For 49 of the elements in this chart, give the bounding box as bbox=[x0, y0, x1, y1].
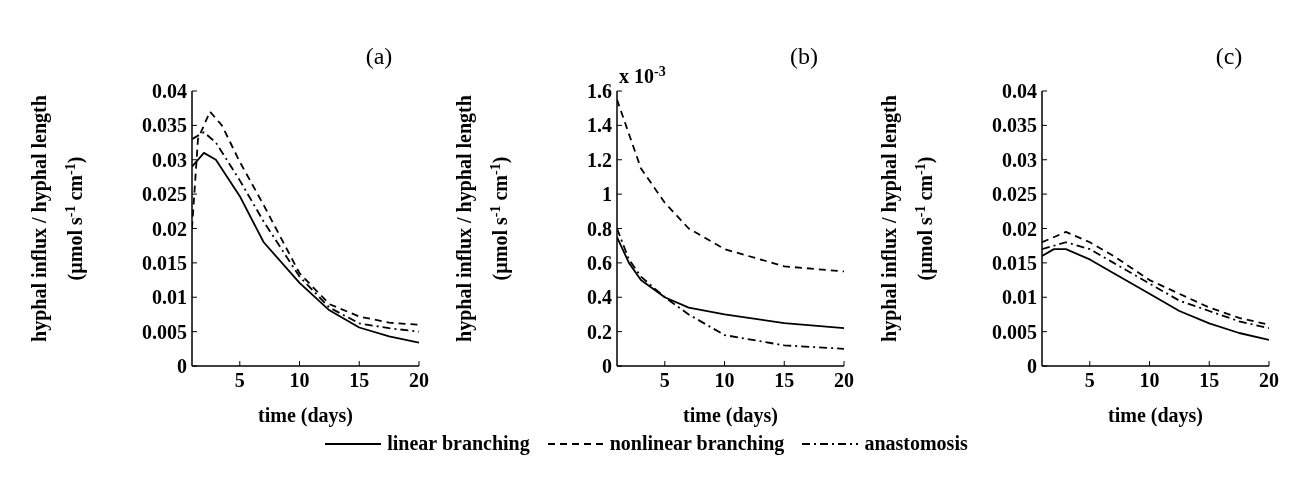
y-tick-label: 0.02 bbox=[152, 217, 187, 240]
x-tick-label: 10 bbox=[289, 369, 310, 392]
legend-label: anastomosis bbox=[864, 432, 968, 455]
x-tick-label: 20 bbox=[834, 369, 854, 392]
legend-label: linear branching bbox=[387, 432, 530, 455]
y-tick-label: 0.02 bbox=[1002, 217, 1037, 240]
y-tick-label: 1.4 bbox=[587, 114, 612, 137]
y-tick-label: 0.035 bbox=[992, 114, 1037, 137]
y-tick-label: 0.025 bbox=[992, 183, 1037, 206]
y-tick-label: 0 bbox=[602, 355, 612, 378]
y-tick-label: 0.2 bbox=[587, 320, 612, 343]
y-tick-label: 0.03 bbox=[1002, 148, 1037, 171]
chart-title: (a) bbox=[365, 43, 393, 69]
x-tick-label: 10 bbox=[714, 369, 735, 392]
y-tick-label: 0.4 bbox=[587, 286, 612, 309]
y-tick-label: 1.2 bbox=[587, 148, 612, 171]
x-tick-label: 5 bbox=[1084, 369, 1095, 392]
x-axis-title: time (days) bbox=[1108, 404, 1203, 427]
y-tick-label: 0.035 bbox=[142, 114, 187, 137]
y-tick-label: 0.015 bbox=[992, 251, 1037, 274]
y-tick-label: 0 bbox=[1027, 355, 1037, 378]
y-tick-label: 0.005 bbox=[992, 320, 1037, 343]
x-tick-label: 10 bbox=[1139, 369, 1160, 392]
y-tick-label: 0.005 bbox=[142, 320, 187, 343]
y-tick-label: 0.03 bbox=[152, 148, 187, 171]
chart-title: (c) bbox=[1215, 43, 1243, 69]
x-tick-label: 15 bbox=[349, 369, 370, 392]
y-tick-label: 1.6 bbox=[587, 80, 612, 103]
y-tick-label: 0.6 bbox=[587, 251, 612, 274]
y-tick-label: 0.015 bbox=[142, 251, 187, 274]
legend-label: nonlinear branching bbox=[609, 432, 785, 455]
text: x 10$^{-3}$ bbox=[619, 63, 666, 87]
x-tick-label: 5 bbox=[234, 369, 245, 392]
y-tick-label: 0.04 bbox=[1002, 80, 1037, 103]
y-tick-label: 1 bbox=[602, 183, 612, 206]
y-tick-label: 0.025 bbox=[142, 183, 187, 206]
x-axis-title: time (days) bbox=[258, 404, 353, 427]
x-axis-title: time (days) bbox=[683, 404, 778, 427]
x-tick-label: 15 bbox=[774, 369, 795, 392]
chart-title: (b) bbox=[790, 43, 818, 69]
y-tick-label: 0.04 bbox=[152, 80, 187, 103]
x-tick-label: 15 bbox=[1199, 369, 1220, 392]
x-tick-label: 20 bbox=[1259, 369, 1279, 392]
y-tick-label: 0.8 bbox=[587, 217, 612, 240]
y-tick-label: 0.01 bbox=[152, 286, 187, 309]
y-tick-label: 0.01 bbox=[1002, 286, 1037, 309]
y-tick-label: 0 bbox=[177, 355, 187, 378]
x-tick-label: 5 bbox=[659, 369, 670, 392]
x-tick-label: 20 bbox=[409, 369, 429, 392]
